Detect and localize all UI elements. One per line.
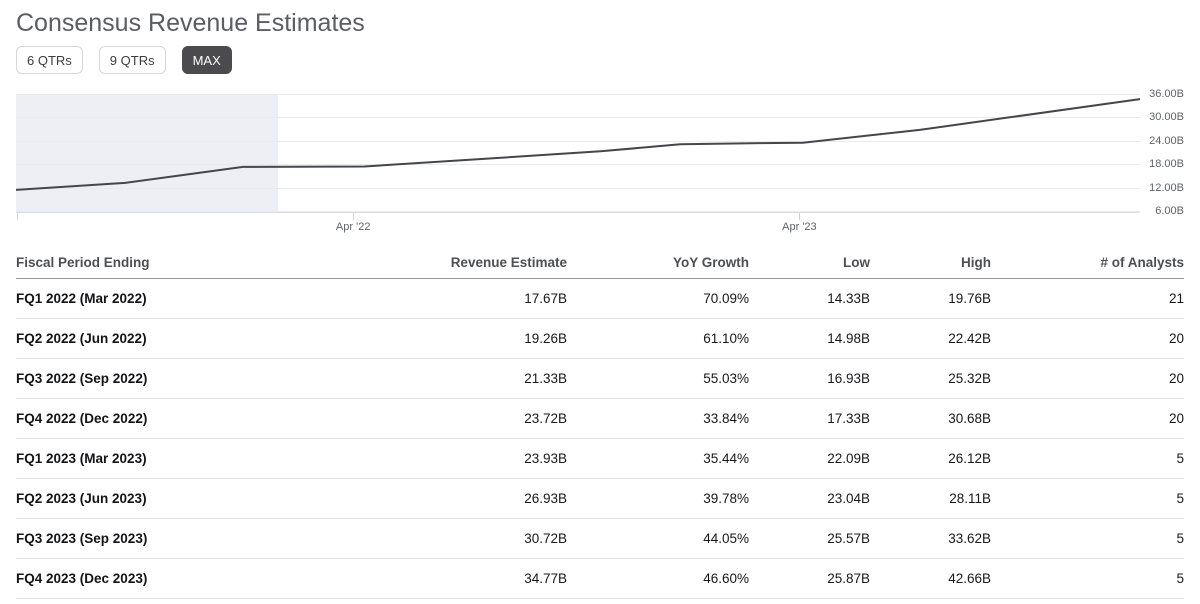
analysts-cell: 5 <box>991 558 1184 599</box>
yoy_growth-cell: 55.03% <box>567 358 749 399</box>
x-axis-label: Apr '22 <box>335 221 371 233</box>
chart-plot-area[interactable] <box>16 92 1140 213</box>
gridline <box>16 117 1140 119</box>
high-cell: 42.66B <box>870 558 991 599</box>
consensus-revenue-estimates-page: Consensus Revenue Estimates 6 QTRs 9 QTR… <box>0 8 1200 599</box>
range-button-group: 6 QTRs 9 QTRs MAX <box>16 46 1184 74</box>
gridline <box>16 164 1140 166</box>
analysts-cell: 20 <box>991 318 1184 359</box>
period-cell: FQ3 2022 (Sep 2022) <box>16 358 316 399</box>
low-cell: 14.98B <box>749 318 870 359</box>
range-button-6qtrs[interactable]: 6 QTRs <box>16 46 83 74</box>
range-button-max[interactable]: MAX <box>181 46 232 74</box>
table-row: FQ1 2023 (Mar 2023) 23.93B 35.44% 22.09B 26.… <box>16 438 1184 479</box>
x-axis-label: Apr '23 <box>782 221 817 233</box>
column-header-analysts: # of Analysts <box>991 250 1184 279</box>
revenue-estimates-chart: 36.00B 30.00B 24.00B 18.00B 12.00B 6.00B <box>16 88 1184 217</box>
low-cell: 25.57B <box>749 518 870 559</box>
gridline <box>16 140 1140 142</box>
period-cell: FQ1 2023 (Mar 2023) <box>16 438 316 479</box>
revenue_estimate-cell: 19.26B <box>316 318 567 359</box>
low-cell: 22.09B <box>749 438 870 479</box>
y-axis-label: 12.00B <box>1149 181 1184 194</box>
column-header-high: High <box>870 250 991 279</box>
x-axis-tick <box>17 213 19 220</box>
yoy_growth-cell: 46.60% <box>567 558 749 599</box>
period-cell: FQ3 2023 (Sep 2023) <box>16 518 316 559</box>
period-cell: FQ4 2022 (Dec 2022) <box>16 398 316 439</box>
yoy_growth-cell: 44.05% <box>567 518 749 559</box>
low-cell: 16.93B <box>749 358 870 399</box>
table-row: FQ4 2023 (Dec 2023) 34.77B 46.60% 25.87B 42.… <box>16 558 1184 599</box>
analysts-cell: 5 <box>991 438 1184 479</box>
table-row: FQ3 2022 (Sep 2022) 21.33B 55.03% 16.93B 25.… <box>16 358 1184 399</box>
high-cell: 25.32B <box>870 358 991 399</box>
column-header-low: Low <box>749 250 870 279</box>
table-row: FQ2 2023 (Jun 2023) 26.93B 39.78% 23.04B 28.… <box>16 478 1184 519</box>
period-cell: FQ2 2022 (Jun 2022) <box>16 318 316 359</box>
yoy_growth-cell: 70.09% <box>567 278 749 319</box>
yoy_growth-cell: 35.44% <box>567 438 749 479</box>
high-cell: 28.11B <box>870 478 991 519</box>
period-cell: FQ4 2023 (Dec 2023) <box>16 558 316 599</box>
revenue_estimate-cell: 17.67B <box>316 278 567 319</box>
y-axis-label: 36.00B <box>1149 88 1184 100</box>
revenue-estimate-line <box>16 98 1140 191</box>
period-cell: FQ2 2023 (Jun 2023) <box>16 478 316 519</box>
x-axis-tick <box>799 213 801 220</box>
yoy_growth-cell: 33.84% <box>567 398 749 439</box>
analysts-cell: 5 <box>991 478 1184 519</box>
revenue_estimate-cell: 34.77B <box>316 558 567 599</box>
y-axis-label: 30.00B <box>1149 111 1184 124</box>
column-header-period: Fiscal Period Ending <box>16 250 316 279</box>
low-cell: 17.33B <box>749 398 870 439</box>
high-cell: 30.68B <box>870 398 991 439</box>
analysts-cell: 21 <box>991 278 1184 319</box>
analysts-cell: 20 <box>991 358 1184 399</box>
table-body: FQ1 2022 (Mar 2022) 17.67B 70.09% 14.33B 19.… <box>16 278 1184 599</box>
low-cell: 23.04B <box>749 478 870 519</box>
gridline <box>16 94 1140 95</box>
y-axis-label: 18.00B <box>1149 158 1184 171</box>
period-cell: FQ1 2022 (Mar 2022) <box>16 278 316 319</box>
page-title: Consensus Revenue Estimates <box>16 9 365 37</box>
estimate-history-shaded-region <box>16 95 278 212</box>
yoy_growth-cell: 39.78% <box>567 478 749 519</box>
table-row: FQ1 2022 (Mar 2022) 17.67B 70.09% 14.33B 19.… <box>16 278 1184 319</box>
analysts-cell: 20 <box>991 398 1184 439</box>
chart-x-axis: Apr '22 Apr '23 <box>16 213 1140 239</box>
table-row: FQ4 2022 (Dec 2022) 23.72B 33.84% 17.33B 30.… <box>16 398 1184 439</box>
yoy_growth-cell: 61.10% <box>567 318 749 359</box>
range-button-9qtrs[interactable]: 9 QTRs <box>98 46 166 74</box>
low-cell: 14.33B <box>749 278 870 319</box>
high-cell: 19.76B <box>870 278 991 319</box>
table-header-row: Fiscal Period Ending Revenue Estimate YoY … <box>16 250 1184 279</box>
revenue_estimate-cell: 26.93B <box>316 478 567 519</box>
high-cell: 33.62B <box>870 518 991 559</box>
analysts-cell: 5 <box>991 518 1184 559</box>
revenue_estimate-cell: 23.72B <box>316 398 567 439</box>
high-cell: 22.42B <box>870 318 991 359</box>
revenue_estimate-cell: 23.93B <box>316 438 567 479</box>
x-axis-tick <box>353 213 355 220</box>
gridline <box>16 187 1140 189</box>
table-row: FQ2 2022 (Jun 2022) 19.26B 61.10% 14.98B 22.… <box>16 318 1184 359</box>
y-axis-label: 24.00B <box>1149 134 1184 147</box>
estimates-table: Fiscal Period Ending Revenue Estimate YoY … <box>16 250 1184 599</box>
column-header-yoy_growth: YoY Growth <box>567 250 749 279</box>
revenue_estimate-cell: 30.72B <box>316 518 567 559</box>
column-header-revenue_estimate: Revenue Estimate <box>316 250 567 279</box>
y-axis-label: 6.00B <box>1155 205 1184 217</box>
table-row: FQ3 2023 (Sep 2023) 30.72B 44.05% 25.57B 33.… <box>16 518 1184 559</box>
revenue_estimate-cell: 21.33B <box>316 358 567 399</box>
high-cell: 26.12B <box>870 438 991 479</box>
gridline <box>16 211 1140 212</box>
low-cell: 25.87B <box>749 558 870 599</box>
chart-y-axis: 36.00B 30.00B 24.00B 18.00B 12.00B 6.00B <box>1140 88 1184 217</box>
